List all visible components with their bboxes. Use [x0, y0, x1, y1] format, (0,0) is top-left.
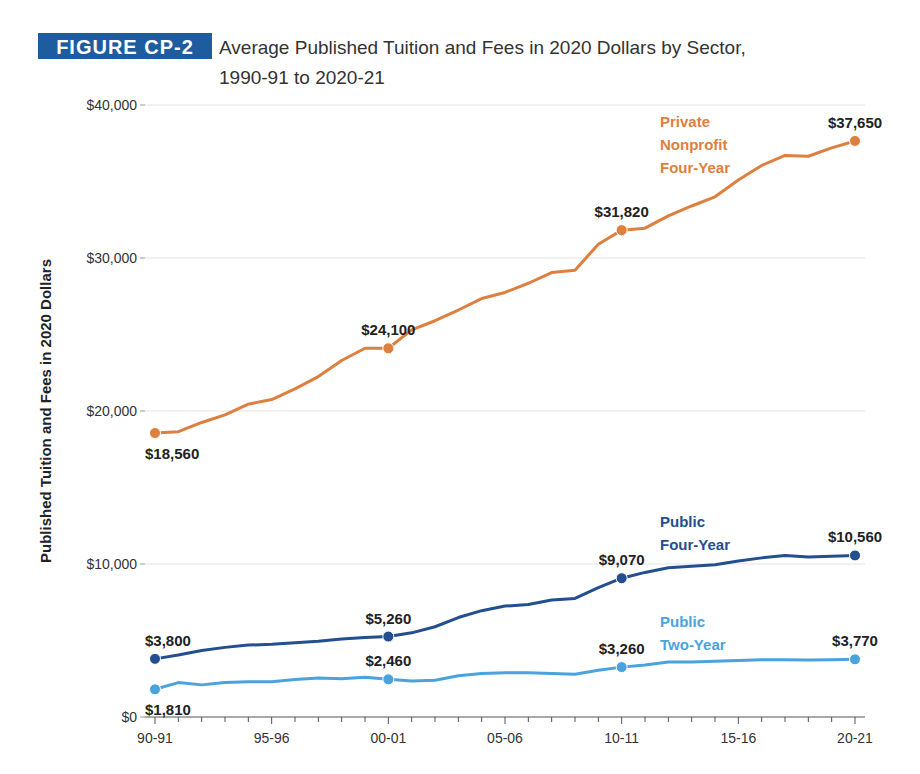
x-tick-label: 15-16 — [720, 730, 756, 746]
x-tick — [785, 717, 786, 722]
x-tick — [598, 717, 599, 722]
series-name-line: Four-Year — [660, 536, 730, 553]
data-point — [383, 631, 394, 642]
data-point — [150, 428, 161, 439]
x-tick — [435, 717, 436, 722]
figure-badge — [38, 33, 212, 59]
series-name-line: Nonprofit — [660, 136, 727, 153]
x-tick-label: 90-91 — [137, 730, 173, 746]
y-tick-label: $40,000 — [86, 97, 137, 113]
y-axis-label: Published Tuition and Fees in 2020 Dolla… — [37, 259, 54, 563]
x-tick — [225, 717, 226, 722]
x-tick — [808, 717, 809, 722]
series-name-line: Two-Year — [660, 636, 726, 653]
figure-label: FIGURE CP-2 — [56, 36, 194, 58]
y-tick — [140, 564, 145, 565]
series-name: Public Four-Year — [660, 513, 730, 553]
grid-line — [145, 411, 865, 412]
y-tick-label: $0 — [121, 709, 137, 725]
x-tick — [691, 717, 692, 722]
data-point — [383, 343, 394, 354]
x-tick — [248, 717, 249, 722]
data-label: $3,260 — [599, 640, 645, 657]
plot-area — [155, 141, 855, 689]
y-tick — [140, 258, 145, 259]
data-point — [383, 674, 394, 685]
x-tick — [481, 717, 482, 722]
series-line — [155, 141, 855, 433]
data-point — [616, 573, 627, 584]
grid-line — [145, 105, 865, 106]
series-name-line: Four-Year — [660, 159, 730, 176]
x-tick — [855, 717, 856, 724]
data-label: $3,770 — [832, 632, 878, 649]
series-line — [155, 659, 855, 689]
x-tick — [621, 717, 622, 724]
data-point — [850, 550, 861, 561]
data-label: $37,650 — [828, 114, 882, 131]
data-label: $5,260 — [365, 610, 411, 627]
x-tick — [341, 717, 342, 722]
series-name-line: Public — [660, 513, 705, 530]
y-tick-label: $10,000 — [86, 556, 137, 572]
x-tick — [295, 717, 296, 722]
x-tick — [645, 717, 646, 722]
x-tick — [551, 717, 552, 722]
series-line — [155, 555, 855, 658]
series-name-line: Private — [660, 113, 710, 130]
x-tick — [738, 717, 739, 724]
title-line: Average Published Tuition and Fees in 20… — [219, 37, 746, 58]
data-point — [616, 225, 627, 236]
x-tick-label: 10-11 — [604, 730, 639, 746]
title: Average Published Tuition and Fees in 20… — [219, 37, 746, 88]
data-point — [150, 684, 161, 695]
data-point — [616, 662, 627, 673]
x-tick — [201, 717, 202, 722]
data-point — [850, 654, 861, 665]
x-tick-label: 05-06 — [487, 730, 523, 746]
data-label: $9,070 — [599, 551, 645, 568]
chart: FIGURE CP-2 Average Published Tuition and… — [0, 0, 920, 774]
x-tick — [831, 717, 832, 722]
y-tick — [140, 411, 145, 412]
series-name-line: Public — [660, 613, 705, 630]
data-label: $24,100 — [361, 321, 415, 338]
x-tick — [411, 717, 412, 722]
x-tick — [458, 717, 459, 722]
x-tick — [365, 717, 366, 722]
series-name: Private Nonprofit Four-Year — [660, 113, 730, 176]
data-label: $1,810 — [145, 701, 191, 718]
x-tick — [505, 717, 506, 724]
y-tick — [140, 105, 145, 106]
data-label: $3,800 — [145, 632, 191, 649]
x-tick — [761, 717, 762, 722]
data-label: $10,560 — [828, 528, 882, 545]
data-label: $2,460 — [365, 652, 411, 669]
x-tick — [715, 717, 716, 722]
data-point — [150, 653, 161, 664]
x-tick — [575, 717, 576, 722]
x-tick — [668, 717, 669, 722]
grid-line — [145, 564, 865, 565]
x-tick — [271, 717, 272, 724]
title-line: 1990-91 to 2020-21 — [219, 67, 385, 88]
x-tick — [388, 717, 389, 724]
data-point — [850, 135, 861, 146]
y-tick-label: $30,000 — [86, 250, 137, 266]
data-label: $31,820 — [595, 203, 649, 220]
series-name: Public Two-Year — [660, 613, 726, 653]
x-tick — [528, 717, 529, 722]
x-tick-label: 95-96 — [254, 730, 290, 746]
y-tick-label: $20,000 — [86, 403, 137, 419]
x-tick-label: 00-01 — [370, 730, 406, 746]
x-tick-label: 20-21 — [837, 730, 873, 746]
x-tick — [318, 717, 319, 722]
data-label: $18,560 — [145, 445, 199, 462]
grid-line — [145, 258, 865, 259]
